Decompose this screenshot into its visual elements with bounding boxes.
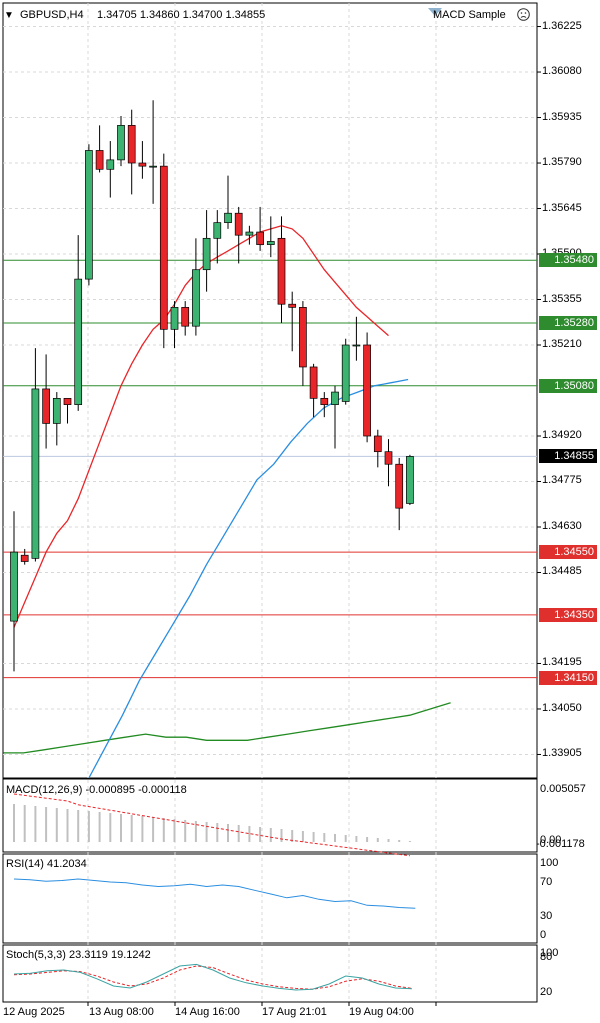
price-axis-label: 1.35210 <box>542 338 582 350</box>
stoch-axis-20: 20 <box>540 986 553 998</box>
candle-body <box>181 307 190 327</box>
price-tag: 1.34150 <box>539 670 597 685</box>
rsi-label: RSI(14) 41.2034 <box>6 858 87 870</box>
time-label: 13 Aug 08:00 <box>89 1006 154 1018</box>
moving-average-blue <box>88 378 409 779</box>
candle-body <box>106 159 115 170</box>
candle-body <box>138 162 147 167</box>
candle-body <box>341 344 350 402</box>
price-tag: 1.35480 <box>539 253 597 268</box>
price-axis-label: 1.34775 <box>542 474 582 487</box>
candle-body <box>288 303 297 308</box>
price-axis-label: 1.33905 <box>542 747 582 760</box>
stoch-axis-80: 80 <box>540 951 553 963</box>
price-tag: 1.35280 <box>539 316 597 331</box>
candle-body <box>52 397 61 424</box>
candle-body <box>256 231 264 245</box>
candle-body <box>95 150 104 170</box>
sad-face-icon[interactable] <box>517 8 530 21</box>
candle-body <box>406 456 414 504</box>
candle-body <box>202 237 211 271</box>
rsi-axis-30: 30 <box>540 910 553 922</box>
price-axis-label: 1.34050 <box>542 701 582 714</box>
time-label: 12 Aug 2025 <box>3 1006 65 1018</box>
moving-average-red <box>13 225 389 628</box>
price-axis-label: 1.34920 <box>542 428 582 441</box>
price-tag: 1.34855 <box>539 449 597 464</box>
time-label: 19 Aug 04:00 <box>349 1006 414 1018</box>
candle-body <box>245 231 254 236</box>
macd-axis-zero: 0.00 <box>540 834 562 846</box>
price-axis-label: 1.35790 <box>542 156 582 169</box>
candle-body <box>159 165 168 330</box>
candle-body <box>363 344 371 437</box>
candle-body <box>74 278 83 405</box>
stoch-signal-line <box>13 965 413 990</box>
candle-body <box>20 554 29 562</box>
rsi-line <box>13 878 416 909</box>
candle-body <box>384 451 393 465</box>
expert-advisor-name[interactable]: MACD Sample <box>433 9 506 21</box>
expert-triangle-icon <box>428 8 442 16</box>
candle-body <box>395 463 404 509</box>
candle-body <box>213 222 222 239</box>
price-axis-label: 1.34630 <box>542 519 582 532</box>
candle-body <box>170 307 179 330</box>
time-label: 17 Aug 21:01 <box>262 1006 327 1018</box>
rsi-axis-100: 100 <box>540 857 559 869</box>
candle-body <box>127 125 136 164</box>
price-axis-label: 1.36225 <box>542 19 582 32</box>
price-axis-label: 1.34485 <box>542 565 582 578</box>
price-axis-label: 1.35645 <box>542 201 582 214</box>
macd-signal-line <box>13 793 410 857</box>
stoch-panel-frame <box>2 944 538 1003</box>
time-label: 14 Aug 16:00 <box>175 1006 240 1018</box>
candle-body <box>192 269 200 327</box>
candle-body <box>117 125 125 161</box>
candle-body <box>331 391 339 405</box>
candle-body <box>234 212 243 236</box>
candle-body <box>277 237 286 305</box>
chart-symbol: GBPUSD,H4 <box>20 9 84 21</box>
candle-body <box>266 241 275 245</box>
candle-body <box>352 344 361 347</box>
candle-body <box>309 366 318 399</box>
price-axis-label: 1.35935 <box>542 110 582 123</box>
candle-body <box>42 388 50 424</box>
rsi-axis-70: 70 <box>540 876 553 888</box>
macd-axis-top: 0.005057 <box>540 783 586 795</box>
candle-body <box>373 435 382 453</box>
price-axis-label: 1.34195 <box>542 656 582 669</box>
macd-label: MACD(12,26,9) -0.000895 -0.000118 <box>6 784 187 796</box>
symbol-menu-arrow-icon[interactable]: ▼ <box>4 10 14 21</box>
candle-body <box>31 388 40 559</box>
candle-body <box>85 150 93 280</box>
macd-axis-bottom: -0.001178 <box>536 838 585 850</box>
ohlc-values: 1.34705 1.34860 1.34700 1.34855 <box>97 9 266 21</box>
stoch-label: Stoch(5,3,3) 23.3119 19.1242 <box>6 949 151 961</box>
candle-body <box>149 165 157 168</box>
price-tag: 1.34550 <box>539 545 597 560</box>
moving-average-green <box>3 702 451 754</box>
stoch-axis-100: 100 <box>540 947 559 959</box>
candle-body <box>10 551 18 622</box>
price-axis-label: 1.36080 <box>542 65 582 78</box>
candle-body <box>224 212 232 223</box>
price-axis-label: 1.35355 <box>542 292 582 305</box>
rsi-axis-0: 0 <box>540 929 547 941</box>
candle-body <box>63 397 72 405</box>
price-tag: 1.35080 <box>539 378 597 393</box>
stoch-main-line <box>13 963 413 991</box>
candle-body <box>299 307 307 368</box>
candle-body <box>320 397 329 405</box>
rsi-panel-frame <box>2 853 538 944</box>
price-tag: 1.34350 <box>539 607 597 622</box>
macd-panel-frame <box>2 778 538 853</box>
main-chart-frame <box>2 2 538 779</box>
